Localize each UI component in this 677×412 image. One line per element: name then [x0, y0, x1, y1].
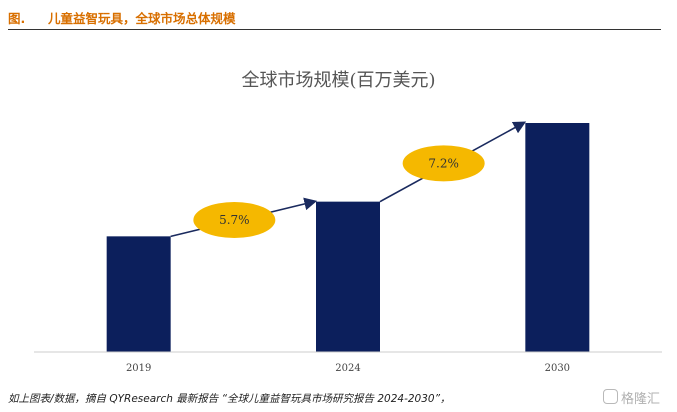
growth-label-2024-2030: 7.2% [428, 156, 459, 170]
header-divider [8, 29, 661, 30]
growth-label-2019-2024: 5.7% [219, 213, 250, 227]
bar-chart: 5.7% 7.2% 2019 2024 2030 [34, 121, 662, 374]
figure-header: 图. 儿童益智玩具，全球市场总体规模 [0, 0, 661, 30]
figure-label: 图. [8, 11, 26, 26]
gelonghui-logo-icon [603, 389, 618, 404]
bar-2024 [316, 201, 380, 352]
x-tick-label-2030: 2030 [545, 363, 570, 374]
watermark: 格隆汇 [603, 386, 671, 408]
growth-bubbles: 5.7% 7.2% [193, 145, 485, 238]
growth-bubble-2024-2030 [402, 145, 485, 182]
bar-2019 [106, 236, 171, 352]
bar-2030 [525, 123, 590, 352]
growth-bubble-2019-2024 [193, 201, 276, 238]
watermark-text: 格隆汇 [621, 392, 661, 407]
x-tick-label-2024: 2024 [335, 363, 360, 374]
source-note: 如上图表/数据，摘自 QYResearch 最新报告 “全球儿童益智玩具市场研究… [8, 393, 451, 405]
figure-title: 儿童益智玩具，全球市场总体规模 [48, 11, 236, 26]
x-tick-label-2019: 2019 [126, 363, 151, 374]
x-tick-labels: 2019 2024 2030 [126, 363, 570, 374]
chart-title: 全球市场规模(百万美元) [241, 70, 436, 91]
bars-group [106, 123, 590, 352]
